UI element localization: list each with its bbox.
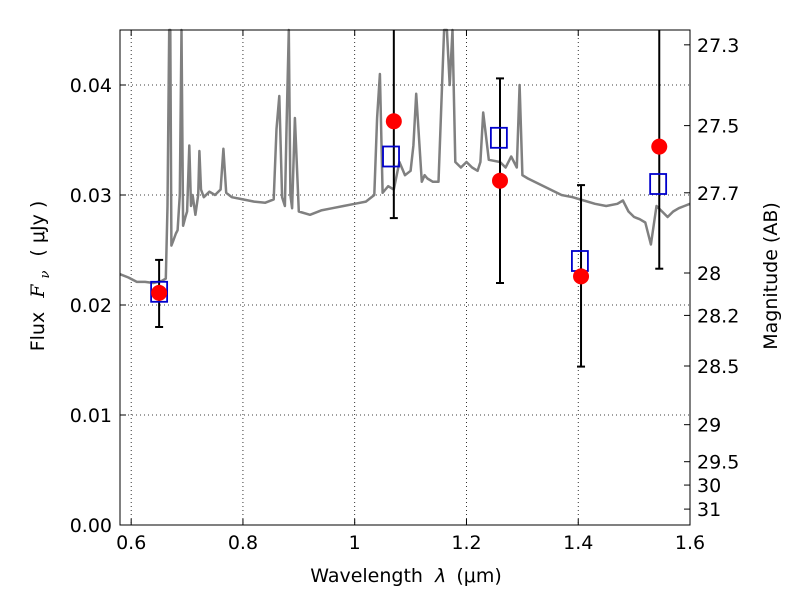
x-tick-label: 1.4 xyxy=(563,532,593,554)
magnitude-tick-label: 29.5 xyxy=(697,452,739,474)
x-tick-label: 1 xyxy=(349,532,361,554)
model-photometry-point xyxy=(489,126,508,149)
axes: 0.6 0.8 1 1.2 1.4 1.6 0.00 0.01 0.02 0.03 0.04 27.3… xyxy=(70,30,739,554)
observed-point xyxy=(492,172,508,189)
magnitude-tick-label: 28 xyxy=(697,263,721,285)
y-tick-label: 0.01 xyxy=(70,405,112,427)
y-tick-label: 0.02 xyxy=(70,295,112,317)
observed-photometry-points xyxy=(151,113,668,301)
x-tick-label: 0.8 xyxy=(228,532,258,554)
spectrum-layer xyxy=(119,28,691,285)
observed-point xyxy=(651,138,668,155)
magnitude-axis-label: Magnitude (AB) xyxy=(760,202,782,350)
observed-point xyxy=(573,268,590,285)
y-tick-label: 0.00 xyxy=(70,515,112,537)
magnitude-tick-label: 27.7 xyxy=(697,183,739,205)
magnitude-tick-label: 27.3 xyxy=(697,35,739,57)
model-photometry-point xyxy=(382,145,400,168)
y-tick-label: 0.03 xyxy=(70,185,112,207)
magnitude-tick-label: 27.5 xyxy=(697,116,739,138)
magnitude-tick-label: 29 xyxy=(697,415,721,437)
model-photometry-point xyxy=(571,250,589,272)
x-axis-label: Wavelength λ (μm) xyxy=(310,565,501,587)
magnitude-tick-label: 30 xyxy=(697,475,721,497)
observed-point xyxy=(151,284,168,301)
plot-frame xyxy=(119,29,691,526)
x-tick-label: 1.6 xyxy=(675,532,705,554)
magnitude-tick-label: 28.2 xyxy=(697,305,739,327)
observed-point xyxy=(385,113,402,130)
y-axis-label: Flux F ν ( μJy ) xyxy=(27,201,54,352)
x-tick-label: 0.6 xyxy=(116,532,146,554)
grid-lines xyxy=(120,30,691,525)
model-photometry-point xyxy=(649,173,668,195)
y-tick-label: 0.04 xyxy=(70,75,112,97)
model-spectrum-line xyxy=(119,28,691,285)
magnitude-tick-label: 28.5 xyxy=(697,356,739,378)
model-photometry-point xyxy=(150,280,169,303)
x-tick-label: 1.2 xyxy=(451,532,481,554)
magnitude-tick-label: 31 xyxy=(697,499,721,521)
